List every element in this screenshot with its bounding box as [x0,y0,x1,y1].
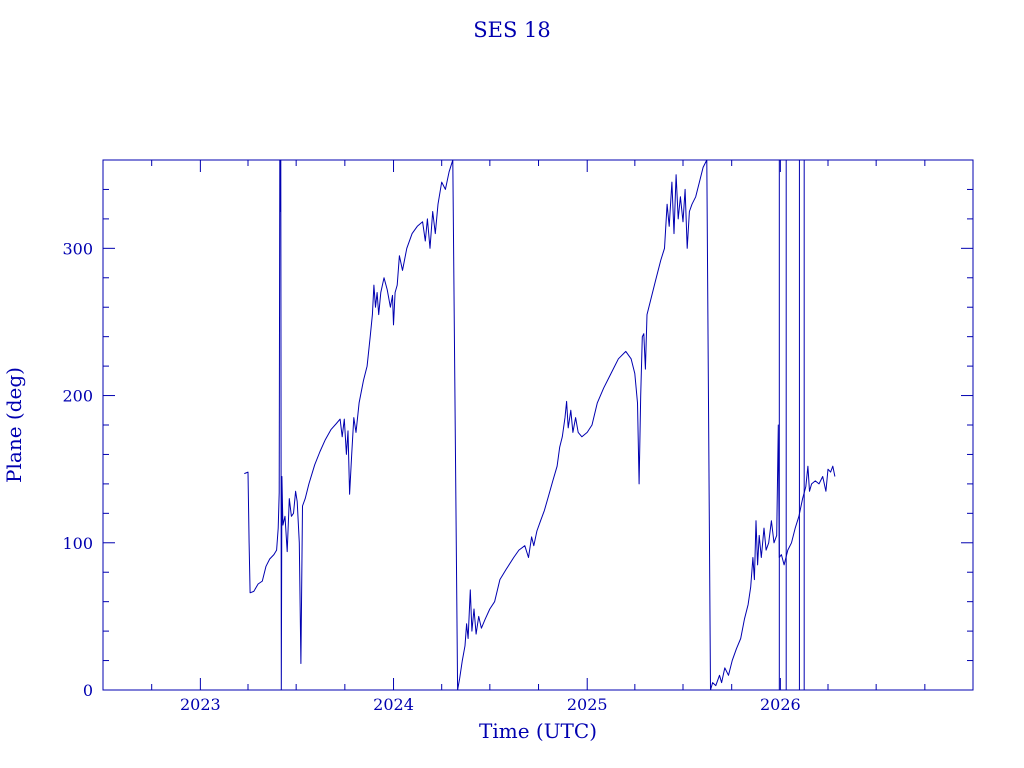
y-axis-label: Plane (deg) [2,367,26,483]
x-tick-labels: 2023 2024 2025 2026 [180,695,801,714]
plot-frame [102,159,974,691]
axis-ticks [103,160,973,690]
x-tick-label: 2023 [180,695,221,714]
plot-area [102,159,974,691]
chart-title: SES 18 [473,18,551,42]
x-tick-label: 2025 [567,695,608,714]
y-tick-labels: 0 100 200 300 [62,239,93,700]
y-tick-label: 100 [62,534,93,553]
x-axis-label: Time (UTC) [479,719,597,743]
y-tick-label: 0 [83,681,93,700]
x-tick-label: 2024 [373,695,414,714]
y-tick-label: 200 [62,387,93,406]
x-tick-label: 2026 [760,695,801,714]
series-line-0 [244,159,836,691]
y-tick-label: 300 [62,239,93,258]
